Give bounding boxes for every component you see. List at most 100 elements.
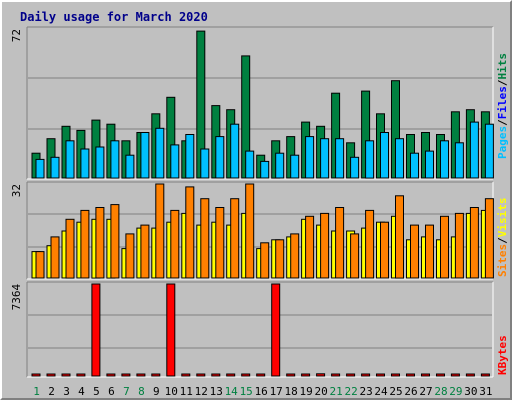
x-tick-label: 17: [270, 385, 283, 398]
bar-kbytes-day-27: [421, 373, 430, 377]
x-tick-label: 18: [284, 385, 297, 398]
x-tick-label: 25: [389, 385, 402, 398]
bar-kbytes-day-12: [196, 373, 206, 377]
bar-kbytes-day-14: [226, 373, 236, 377]
bar-sites-day-10: [170, 209, 180, 279]
bar-kbytes-day-13: [211, 373, 221, 377]
bar-sites-day-17: [275, 239, 285, 279]
bar-files-day-15: [245, 150, 255, 179]
bar-sites-day-12: [200, 198, 210, 279]
bar-kbytes-day-25: [391, 373, 400, 377]
bar-files-day-14: [230, 123, 240, 179]
bar-kbytes-day-24: [376, 373, 385, 377]
bar-kbytes-day-8: [136, 373, 146, 377]
bar-kbytes-day-31: [480, 373, 490, 377]
bar-sites-day-18: [290, 233, 300, 279]
bar-files-day-18: [290, 154, 300, 179]
bar-files-day-5: [95, 146, 105, 179]
bar-sites-day-6: [110, 204, 120, 279]
x-tick-label: 14: [225, 385, 239, 398]
x-tick-label: 21: [329, 385, 342, 398]
x-tick-label: 22: [344, 385, 357, 398]
bar-sites-day-26: [410, 224, 419, 279]
bar-kbytes-day-30: [465, 373, 475, 377]
x-tick-label: 13: [210, 385, 223, 398]
x-tick-label: 26: [404, 385, 417, 398]
bar-kbytes-day-18: [286, 373, 296, 377]
legend-sites-visits: Sites/Visits: [496, 198, 509, 278]
bar-files-day-4: [80, 148, 90, 179]
x-tick-label: 5: [93, 385, 100, 398]
bar-sites-day-24: [380, 221, 389, 279]
bar-sites-day-5: [95, 207, 105, 279]
bar-kbytes-day-20: [316, 373, 326, 377]
bar-files-day-11: [185, 134, 195, 179]
bar-kbytes-day-3: [61, 373, 71, 377]
bar-files-day-10: [170, 144, 180, 179]
bar-files-day-12: [200, 148, 210, 179]
x-tick-label: 12: [195, 385, 208, 398]
bar-sites-day-25: [395, 195, 404, 279]
bar-sites-day-3: [65, 218, 75, 279]
bar-files-day-24: [380, 132, 389, 179]
legend-item: Visits: [496, 198, 509, 238]
bar-files-day-30: [469, 121, 479, 179]
x-tick-label: 31: [479, 385, 492, 398]
x-tick-label: 4: [78, 385, 85, 398]
x-tick-label: 7: [123, 385, 130, 398]
bar-files-day-7: [125, 154, 135, 179]
bar-sites-day-30: [469, 207, 479, 279]
bar-files-day-6: [110, 140, 120, 179]
bar-files-day-16: [260, 160, 270, 179]
chart-title: Daily usage for March 2020: [20, 10, 208, 24]
x-tick-label: 9: [153, 385, 160, 398]
bar-sites-day-11: [185, 186, 195, 279]
bar-kbytes-day-11: [181, 373, 191, 377]
legend-item: /: [496, 119, 509, 126]
x-tick-label: 15: [240, 385, 253, 398]
ymax-label-pages-files-hits: 72: [10, 29, 23, 42]
x-tick-label: 24: [374, 385, 388, 398]
bar-sites-day-8: [140, 224, 150, 279]
bar-files-day-31: [484, 123, 494, 179]
bar-files-day-2: [50, 156, 60, 179]
plot-area-kbytes: [27, 282, 493, 377]
legend-item: Sites: [496, 244, 509, 277]
x-tick-label: 29: [449, 385, 462, 398]
x-tick-label: 3: [63, 385, 70, 398]
x-tick-label: 11: [180, 385, 193, 398]
bar-files-day-26: [410, 152, 419, 179]
bar-kbytes-day-6: [106, 373, 116, 377]
bar-kbytes-day-7: [121, 373, 131, 377]
bar-files-day-13: [215, 136, 225, 179]
bar-files-day-19: [305, 136, 315, 179]
bar-kbytes-day-16: [256, 373, 266, 377]
bar-sites-day-31: [484, 198, 494, 279]
legend-kbytes: KBytes: [496, 335, 509, 375]
x-tick-label: 10: [165, 385, 178, 398]
bar-files-day-20: [320, 138, 330, 179]
bar-sites-day-23: [365, 209, 375, 279]
bar-kbytes-day-10: [166, 283, 176, 377]
ymax-label-sites-visits: 32: [10, 184, 23, 197]
x-tick-label: 28: [434, 385, 447, 398]
bar-files-day-23: [365, 140, 375, 179]
legend-item: Pages: [496, 126, 509, 159]
bar-kbytes-day-29: [450, 373, 460, 377]
bar-files-day-22: [350, 156, 360, 179]
bar-sites-day-9: [155, 183, 165, 279]
ymax-label-kbytes: 7364: [10, 284, 23, 311]
bar-sites-day-15: [245, 183, 255, 279]
bar-sites-day-16: [260, 242, 270, 279]
bar-kbytes-day-21: [331, 373, 341, 377]
legend-item: Hits: [496, 53, 509, 80]
bar-files-day-21: [335, 138, 345, 179]
x-tick-label: 30: [464, 385, 477, 398]
bar-kbytes-day-2: [46, 373, 56, 377]
bar-sites-day-1: [35, 251, 45, 279]
bar-files-day-27: [425, 150, 434, 179]
bar-kbytes-day-9: [151, 373, 161, 377]
bar-files-day-1: [35, 158, 45, 179]
bar-kbytes-day-19: [301, 373, 311, 377]
